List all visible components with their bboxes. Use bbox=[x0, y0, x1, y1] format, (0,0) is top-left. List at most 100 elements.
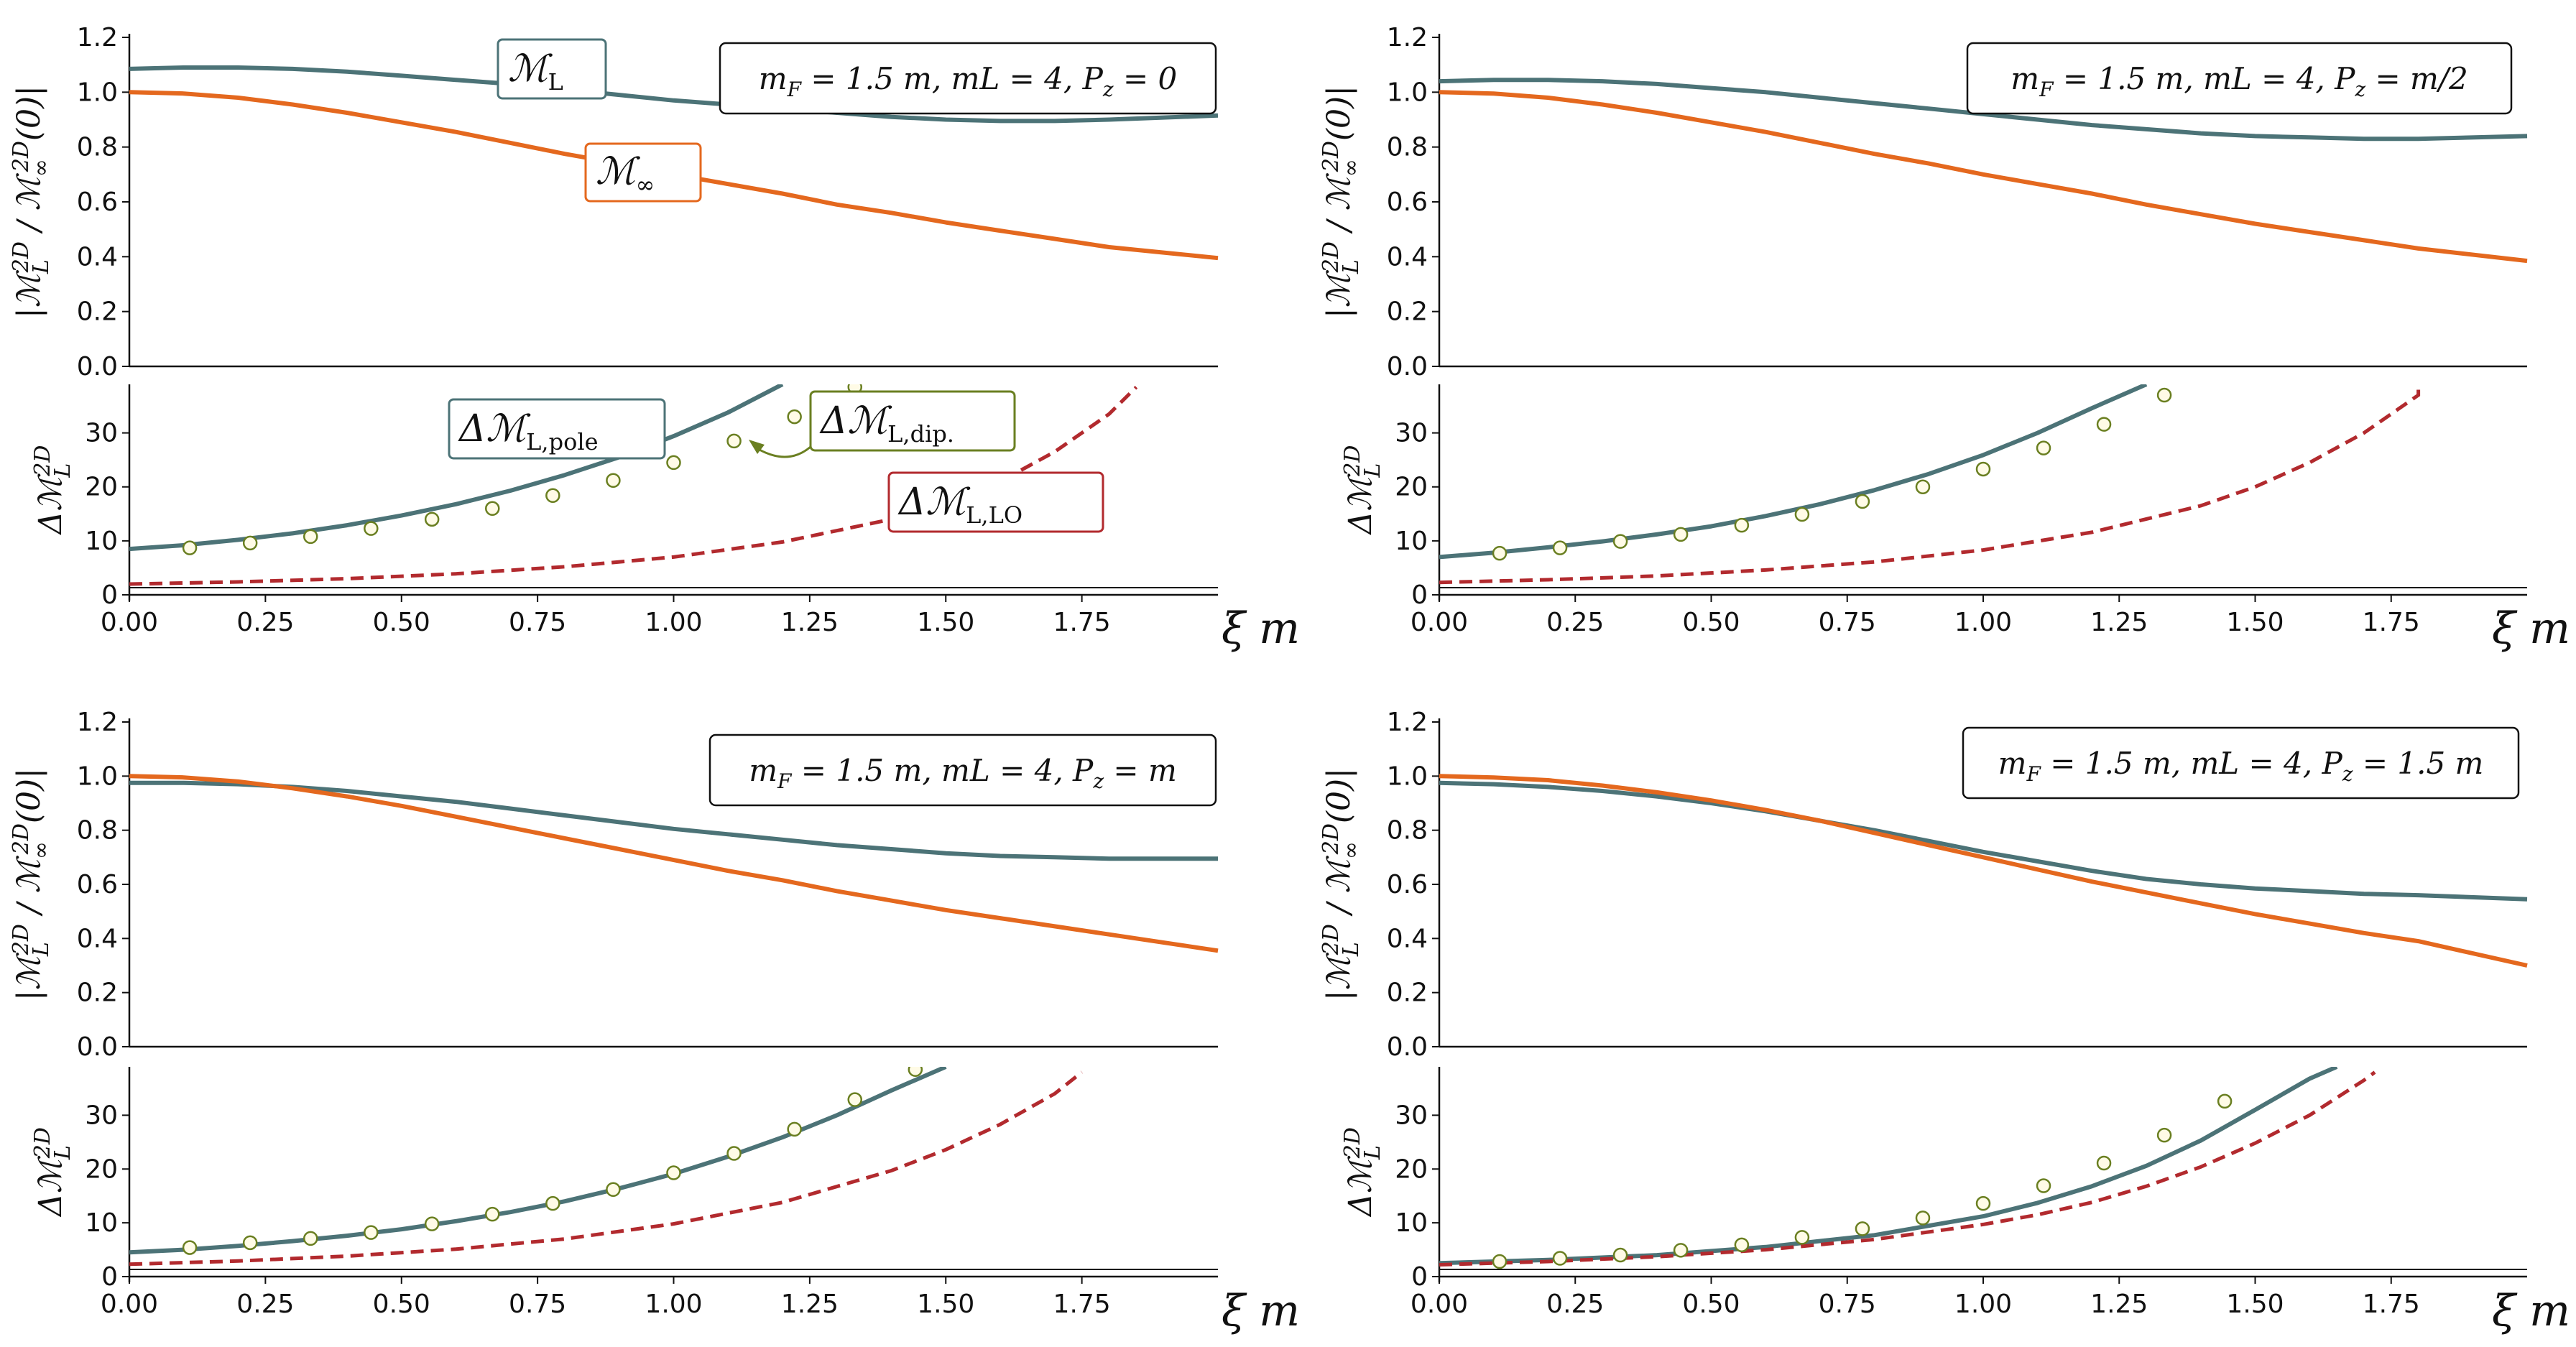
y-axis-label-part: |ℳ bbox=[1321, 269, 1357, 318]
dipole-point bbox=[1492, 545, 1508, 561]
param-part: z bbox=[1102, 78, 1114, 101]
y-axis-label-part: 2D bbox=[9, 141, 34, 172]
legend-finite-main: ℳ bbox=[508, 47, 553, 91]
dipole-point bbox=[485, 501, 500, 517]
top-ytick-label: 1.0 bbox=[1387, 762, 1428, 791]
infinite-volume-curve bbox=[1439, 90, 2528, 264]
dipole-point bbox=[1855, 1221, 1870, 1236]
dipole-point bbox=[303, 1231, 318, 1246]
x-axis-label: ξ m bbox=[2492, 603, 2570, 654]
xtick-label: 1.75 bbox=[1053, 1290, 1111, 1319]
y-axis-label-part: / ℳ bbox=[11, 855, 47, 924]
dipole-point bbox=[545, 1195, 560, 1211]
legend-infinite-label: ℳ∞ bbox=[596, 150, 655, 198]
dipole-point bbox=[242, 1235, 258, 1251]
xtick-label: 0.25 bbox=[236, 1290, 294, 1319]
y-axis-label-part: ∞ bbox=[1339, 841, 1364, 859]
finite-volume-curve bbox=[1439, 780, 2528, 902]
y-axis-label-part: / ℳ bbox=[11, 172, 47, 241]
infinite-volume-curve bbox=[129, 774, 1219, 953]
bottom-ytick-label: 30 bbox=[1395, 419, 1428, 448]
dipole-point bbox=[1552, 540, 1568, 555]
top-ytick-label: 0.8 bbox=[77, 816, 118, 846]
dipole-point bbox=[1673, 1243, 1689, 1258]
finite-volume-curve bbox=[1439, 78, 2528, 142]
dipole-point bbox=[606, 1182, 621, 1197]
y-axis-label-part: L bbox=[1339, 259, 1364, 274]
dipole-point bbox=[1794, 506, 1810, 522]
y-axis-label-part: (0)| bbox=[1321, 768, 1357, 823]
y-axis-label-part: 2D bbox=[9, 241, 34, 273]
y-axis-label-part: |ℳ bbox=[11, 269, 47, 318]
legend-finite-box bbox=[497, 38, 607, 100]
legend-pole-main: Δℳ bbox=[458, 407, 531, 450]
param-part: z bbox=[2342, 762, 2353, 786]
dipole-point bbox=[2036, 440, 2051, 455]
params-label: mF = 1.5 m, mL = 4, Pz = m bbox=[749, 753, 1177, 793]
dipole-point bbox=[2217, 1093, 2233, 1109]
bottom-ytick-label: 10 bbox=[1395, 1208, 1428, 1238]
x-axis-label: ξ m bbox=[2492, 1286, 2570, 1336]
xtick-label: 0.50 bbox=[1682, 608, 1740, 637]
dipole-point bbox=[2156, 1127, 2172, 1143]
top-ytick-label: 0.0 bbox=[1387, 352, 1428, 381]
param-part: m bbox=[749, 753, 777, 788]
xtick-label: 0.50 bbox=[373, 608, 430, 637]
y-axis-label-part: 2D bbox=[1319, 241, 1344, 273]
legend-pole-sub: L,pole bbox=[526, 428, 598, 455]
dipole-point bbox=[485, 1206, 500, 1222]
param-part: F bbox=[2039, 78, 2054, 101]
dipole-point bbox=[303, 529, 318, 545]
y-axis-label-part: L bbox=[50, 463, 75, 478]
bottom-plot-area bbox=[1439, 384, 2421, 585]
finite-volume-curve bbox=[129, 65, 1219, 124]
y-axis-label-part: 2D bbox=[1340, 445, 1365, 477]
xtick-label: 1.75 bbox=[2363, 1290, 2420, 1319]
xtick-label: 1.00 bbox=[645, 608, 702, 637]
y-axis-label: |ℳL2D / ℳ∞2D(0)| bbox=[9, 85, 54, 318]
top-ytick-label: 1.2 bbox=[1387, 23, 1428, 52]
legend-infinite-sub: ∞ bbox=[636, 171, 655, 198]
lo-curve bbox=[129, 1070, 1084, 1267]
y-axis-label-part: 2D bbox=[9, 924, 34, 955]
legend-lo-main: Δℳ bbox=[897, 481, 971, 524]
dipole-point bbox=[364, 521, 379, 536]
dipole-point bbox=[242, 535, 258, 551]
dipole-point bbox=[1673, 527, 1689, 542]
param-part: = 1.5 m, mL = 4, P bbox=[791, 753, 1094, 788]
legend-dipole-box bbox=[809, 390, 1016, 452]
top-ytick-label: 0.4 bbox=[77, 242, 118, 272]
dipole-point bbox=[364, 1225, 379, 1240]
legend-lo-label: ΔℳL,LO bbox=[897, 481, 1022, 529]
y-axis-label: |ℳL2D / ℳ∞2D(0)| bbox=[1319, 768, 1364, 1001]
xtick-label: 1.25 bbox=[2090, 608, 2148, 637]
lo-curve bbox=[129, 386, 1138, 586]
pole-curve bbox=[1439, 1067, 2338, 1266]
y-axis-label-part: Δℳ bbox=[1342, 1155, 1379, 1218]
y-axis-label-part: 2D bbox=[30, 445, 55, 477]
xtick-label: 1.50 bbox=[917, 608, 974, 637]
dipole-point bbox=[182, 540, 198, 555]
panel-bottom-right: 0.00.20.40.60.81.01.2|ℳL2D / ℳ∞2D(0)|010… bbox=[1319, 708, 2570, 1336]
legend-finite-label: ℳL bbox=[508, 47, 563, 96]
lo-curve bbox=[1439, 389, 2421, 585]
y-axis-label-part: 2D bbox=[1319, 823, 1344, 855]
dipole-point bbox=[1612, 1247, 1628, 1263]
dipole-point bbox=[2036, 1178, 2051, 1193]
params-box bbox=[1962, 726, 2520, 800]
param-part: = 1.5 m, mL = 4, P bbox=[2041, 746, 2343, 781]
pole-curve bbox=[129, 1067, 947, 1255]
dipole-point bbox=[2156, 387, 2172, 403]
xtick-label: 1.25 bbox=[781, 1290, 839, 1319]
bottom-ytick-label: 30 bbox=[85, 1101, 118, 1130]
legend-dipole-sub: L,dip. bbox=[887, 420, 954, 448]
param-part: = 1.5 m, mL = 4, P bbox=[801, 61, 1104, 96]
top-ytick-label: 0.2 bbox=[1387, 978, 1428, 1008]
legend-infinite-box bbox=[584, 142, 702, 203]
bottom-ytick-label: 20 bbox=[1395, 473, 1428, 502]
panel-top-right: 0.00.20.40.60.81.01.2|ℳL2D / ℳ∞2D(0)|010… bbox=[1319, 23, 2570, 654]
top-ytick-label: 1.0 bbox=[1387, 78, 1428, 107]
xtick-label: 0.25 bbox=[1546, 1290, 1604, 1319]
top-ytick-label: 1.2 bbox=[77, 23, 118, 52]
